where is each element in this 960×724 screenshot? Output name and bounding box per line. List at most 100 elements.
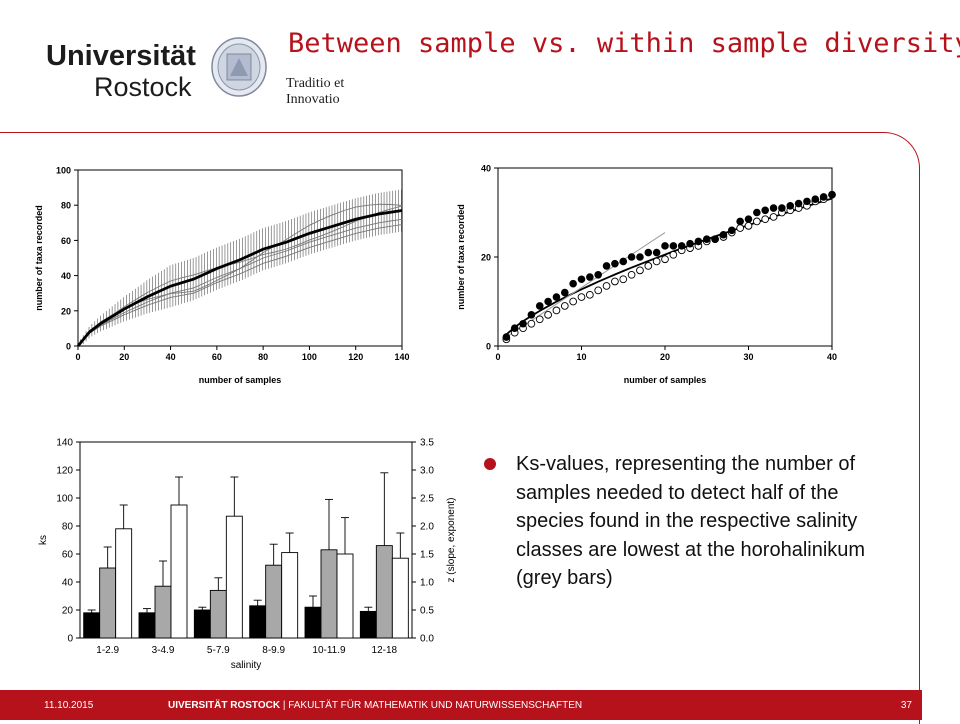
- y-tick-label: 40: [61, 271, 71, 281]
- y2-tick-label: 0.5: [420, 606, 434, 617]
- individual-curve: [77, 205, 403, 347]
- filled-point: [719, 230, 728, 239]
- y-axis-label: ks: [38, 535, 49, 545]
- x-axis-label: number of samples: [199, 375, 282, 385]
- y-tick-label: 40: [481, 164, 491, 174]
- bar: [359, 610, 377, 639]
- footer-institution: UIVERSITÄT ROSTOCK: [168, 700, 281, 711]
- y-tick-label: 0: [67, 634, 73, 645]
- y-tick-label: 20: [61, 306, 71, 316]
- open-point: [552, 306, 561, 315]
- y2-tick-label: 3.5: [420, 438, 434, 449]
- filled-point: [636, 253, 644, 261]
- fitted-curve: [505, 197, 833, 336]
- y-tick-label: 60: [61, 236, 71, 246]
- y2-tick-label: 3.0: [420, 466, 434, 477]
- bar: [281, 552, 299, 639]
- filled-point: [819, 193, 828, 201]
- open-point: [769, 213, 778, 221]
- y-tick-label: 100: [56, 494, 73, 505]
- open-point: [602, 282, 611, 290]
- filled-point: [702, 235, 711, 243]
- open-point: [586, 290, 594, 299]
- filled-point: [828, 190, 836, 199]
- bullet-dot-icon: [484, 458, 496, 470]
- rarefaction-chart: 0 20 40 60 80 100 0 20 40 60 80 100 120 140 number of …: [30, 158, 430, 388]
- category-label: 8-9.9: [262, 645, 285, 656]
- x-tick-label: 100: [302, 352, 317, 362]
- footer-date: 11.10.2015: [44, 700, 94, 711]
- x-tick-label: 0: [75, 352, 80, 362]
- individual-curve: [77, 224, 403, 347]
- y2-tick-label: 1.5: [420, 550, 434, 561]
- footer-separator: |: [280, 700, 289, 711]
- filled-point: [769, 204, 778, 212]
- category-label: 3-4.9: [152, 645, 175, 656]
- individual-curve: [77, 203, 403, 347]
- bullet-text: Ks-values, representing the number of sa…: [516, 453, 866, 589]
- slide-title: Between sample vs. within sample diversi…: [288, 28, 960, 59]
- accumulation-chart: 0 20 40 0 10 20 30 40 number of samples number of…: [452, 158, 852, 388]
- bar: [225, 515, 243, 639]
- logo-university-text: Universität: [46, 40, 196, 72]
- filled-point: [761, 206, 769, 215]
- open-point: [652, 257, 661, 266]
- x-tick-label: 120: [348, 352, 363, 362]
- bar: [249, 605, 267, 639]
- open-point: [619, 275, 628, 284]
- filled-point: [552, 293, 561, 301]
- filled-point: [611, 259, 619, 268]
- footer-page-number: 37: [900, 700, 912, 711]
- x-tick-label: 80: [258, 352, 268, 362]
- x-tick-label: 10: [576, 352, 586, 362]
- bar: [304, 606, 322, 639]
- bar: [209, 589, 227, 639]
- footer-institution-line: UIVERSITÄT ROSTOCK | FAKULTÄT FÜR MATHEM…: [168, 700, 582, 711]
- y2-tick-label: 0.0: [420, 634, 434, 645]
- y-tick-label: 40: [62, 578, 74, 589]
- filled-point: [577, 275, 586, 284]
- y-tick-label: 0: [66, 342, 71, 352]
- x-axis-label: number of samples: [624, 375, 707, 385]
- open-point: [627, 270, 636, 279]
- open-point: [594, 286, 603, 295]
- x-tick-label: 40: [166, 352, 176, 362]
- category-label: 5-7.9: [207, 645, 230, 656]
- salinity-bar-chart-svg: 0 20 40 60 80 100 120 140 0.0 0.5 1.0 1.5 2.0 2.5 3.0 3…: [38, 438, 457, 672]
- x-tick-label: 40: [827, 352, 837, 362]
- open-point: [669, 250, 678, 259]
- y-tick-label: 120: [56, 466, 73, 477]
- y2-axis-label: z (slope, exponent): [446, 497, 457, 582]
- filled-point: [594, 271, 602, 279]
- filled-point: [669, 242, 678, 250]
- filled-point: [794, 199, 803, 208]
- open-point: [661, 255, 669, 264]
- bar: [154, 585, 172, 639]
- open-point: [736, 224, 745, 232]
- filled-point: [652, 248, 661, 257]
- filled-point: [619, 257, 628, 266]
- open-point: [569, 297, 578, 306]
- x-tick-label: 0: [495, 352, 500, 362]
- filled-point: [569, 279, 577, 288]
- content-frame: [0, 132, 920, 724]
- plot-frame: [79, 441, 413, 639]
- y-tick-label: 140: [56, 438, 73, 449]
- open-point: [527, 319, 536, 328]
- filled-point: [602, 262, 611, 270]
- bar: [391, 557, 409, 639]
- bar: [336, 553, 354, 639]
- y-tick-label: 100: [56, 166, 71, 176]
- filled-point: [786, 202, 795, 210]
- filled-point: [778, 204, 786, 212]
- category-label: 10-11.9: [312, 645, 346, 656]
- y-tick-label: 0: [486, 342, 491, 352]
- open-point: [611, 277, 619, 286]
- plot-frame: [77, 169, 403, 347]
- filled-point: [519, 319, 527, 328]
- filled-point: [535, 302, 544, 310]
- y-axis-label: number of taxa recorded: [456, 204, 466, 310]
- filled-point: [803, 197, 811, 206]
- filled-point: [744, 215, 753, 223]
- y-tick-label: 20: [62, 606, 74, 617]
